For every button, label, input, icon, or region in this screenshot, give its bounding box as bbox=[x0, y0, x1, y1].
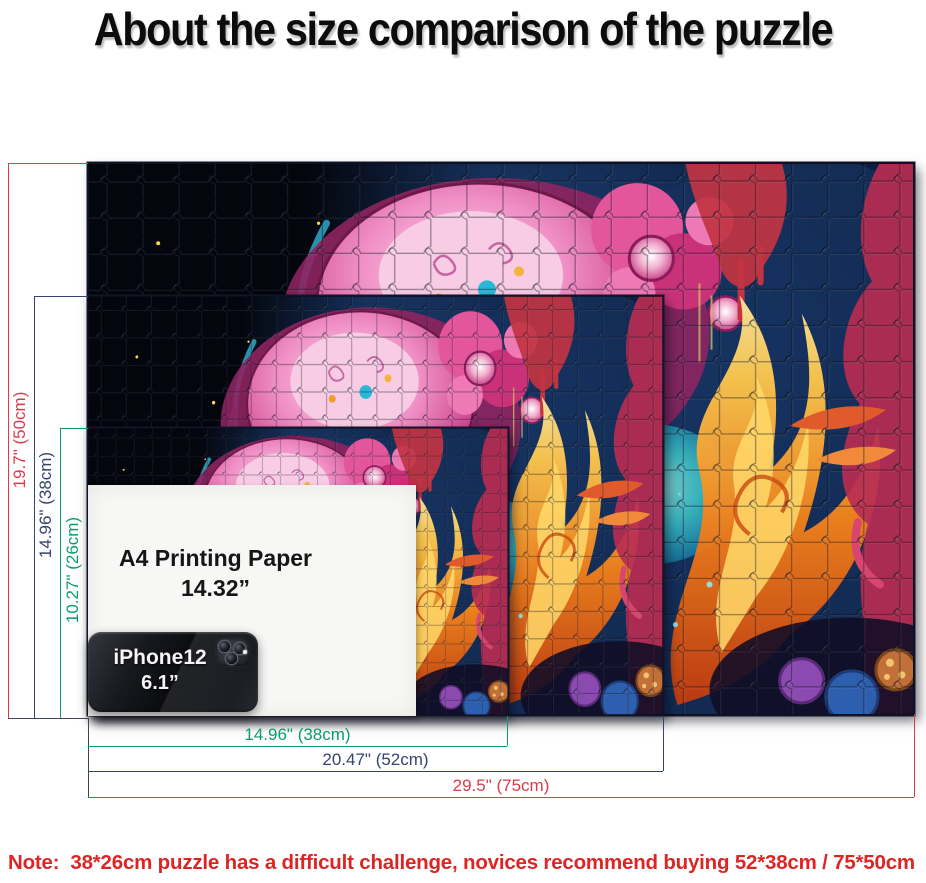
dimension-tick bbox=[8, 163, 88, 164]
dimension-line-width-75x50 bbox=[88, 797, 914, 798]
phone-label: iPhone12 6.1” bbox=[104, 645, 216, 695]
dimension-tick bbox=[34, 296, 88, 297]
phone-camera-module-icon bbox=[216, 638, 250, 666]
page-title: About the size comparison of the puzzle bbox=[93, 3, 834, 55]
difficulty-note: Note: 38*26cm puzzle has a difficult cha… bbox=[8, 851, 915, 874]
dimension-tick bbox=[663, 716, 664, 771]
dimension-base-tick bbox=[8, 718, 88, 719]
dimension-tick bbox=[60, 428, 88, 429]
dimension-line-height-52x38 bbox=[34, 296, 35, 718]
iphone-reference: iPhone12 6.1” bbox=[88, 632, 258, 712]
camera-lens-icon bbox=[226, 653, 237, 664]
dimension-line-width-52x38 bbox=[88, 771, 663, 772]
dimension-base-connector bbox=[88, 718, 89, 798]
a4-paper-label: A4 Printing Paper 14.32” bbox=[88, 545, 343, 602]
dimension-tick bbox=[507, 716, 508, 746]
dimension-line-height-38x26 bbox=[60, 428, 61, 718]
width-label-52x38: 20.47" (52cm) bbox=[322, 750, 429, 769]
a4-paper-title: A4 Printing Paper bbox=[119, 545, 312, 571]
a4-paper-size: 14.32” bbox=[180, 575, 251, 601]
dimension-tick bbox=[914, 714, 915, 797]
camera-lens-icon bbox=[219, 641, 230, 652]
camera-flash-icon bbox=[243, 650, 247, 654]
dimension-line-width-38x26 bbox=[88, 746, 507, 747]
phone-size: 6.1” bbox=[141, 671, 179, 694]
width-label-75x50: 29.5" (75cm) bbox=[452, 776, 550, 795]
dimension-line-height-75x50 bbox=[8, 163, 9, 718]
phone-model: iPhone12 bbox=[113, 646, 207, 669]
width-label-38x26: 14.96" (38cm) bbox=[244, 725, 351, 744]
height-label-38x26: 10.27" (26cm) bbox=[63, 516, 82, 624]
height-label-75x50: 19.7" (50cm) bbox=[10, 391, 29, 489]
height-label-52x38: 14.96" (38cm) bbox=[36, 451, 55, 559]
camera-lens-icon bbox=[234, 643, 245, 654]
